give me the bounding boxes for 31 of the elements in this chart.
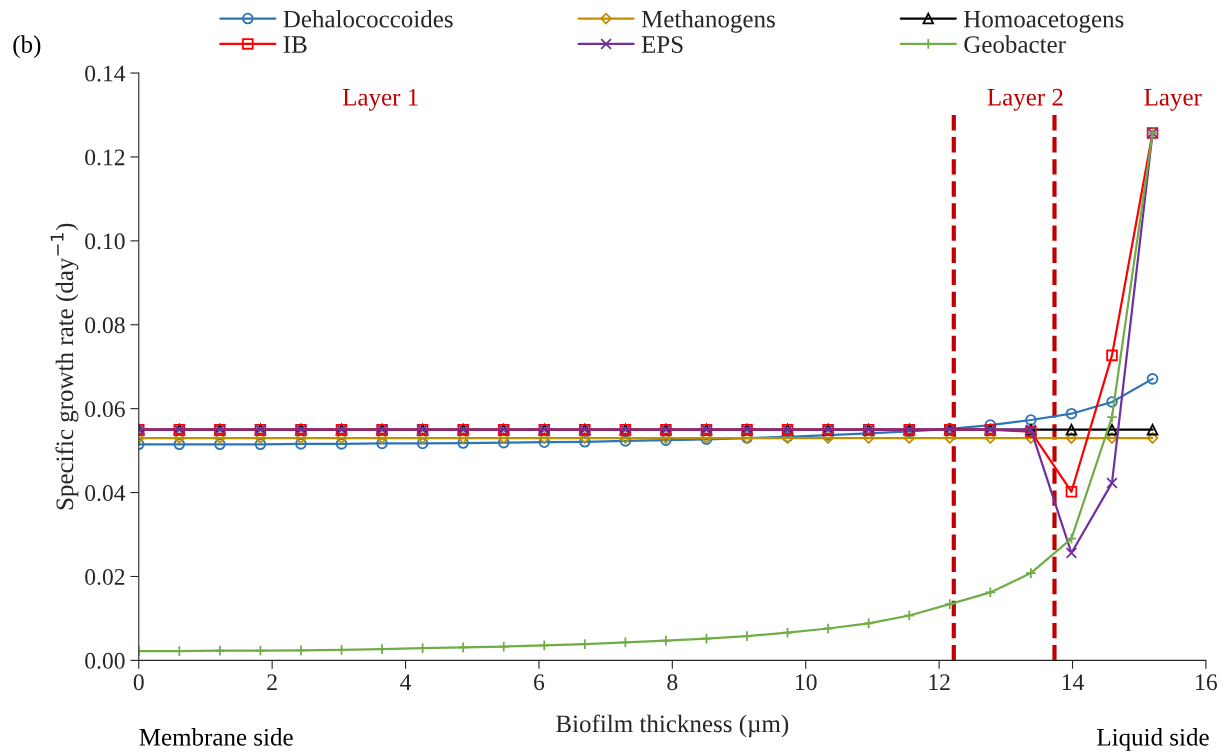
legend-label: Dehalococcoides	[283, 9, 453, 28]
legend-label: IB	[283, 36, 307, 53]
legend-label: Homoacetogens	[964, 10, 1124, 33]
x-tick-label: 6	[534, 674, 545, 691]
x-tick-label: 14	[1062, 674, 1084, 690]
x-tick-label: 10	[795, 674, 817, 691]
legend-label: EPS	[641, 36, 683, 53]
legend-label: Geobacter	[964, 35, 1066, 53]
y-tick-label: 0.14	[85, 65, 126, 82]
text: Liquid side	[1097, 728, 1209, 751]
y-tick-label: 0.12	[85, 149, 125, 166]
text: Membrane side	[139, 728, 293, 746]
annotation: Layer 2	[987, 88, 1063, 111]
y-tick-label: 0.00	[85, 652, 125, 669]
x-tick-label: 0	[133, 674, 144, 691]
x-tick-label: 8	[667, 674, 678, 691]
x-tick-label: 16	[1196, 674, 1217, 691]
x-tick-label: 12	[929, 674, 950, 690]
y-tick-label: 0.06	[85, 401, 125, 418]
x-tick-label: 4	[400, 674, 412, 690]
y-axis-title: Specific growth rate (day$^{−1}$)	[50, 223, 79, 510]
x-axis-title: Biofilm thickness (µm)	[556, 714, 789, 738]
annotation: Layer 1	[342, 88, 418, 111]
y-tick-label: 0.08	[85, 317, 125, 334]
y-tick-label: 0.02	[85, 568, 125, 585]
text: (b)	[13, 35, 41, 59]
y-tick-label: 0.10	[85, 233, 125, 250]
annotation: Layer	[1144, 89, 1202, 111]
y-tick-label: 0.04	[85, 485, 126, 502]
legend-label: Methanogens	[641, 9, 775, 33]
x-tick-label: 2	[267, 674, 277, 690]
